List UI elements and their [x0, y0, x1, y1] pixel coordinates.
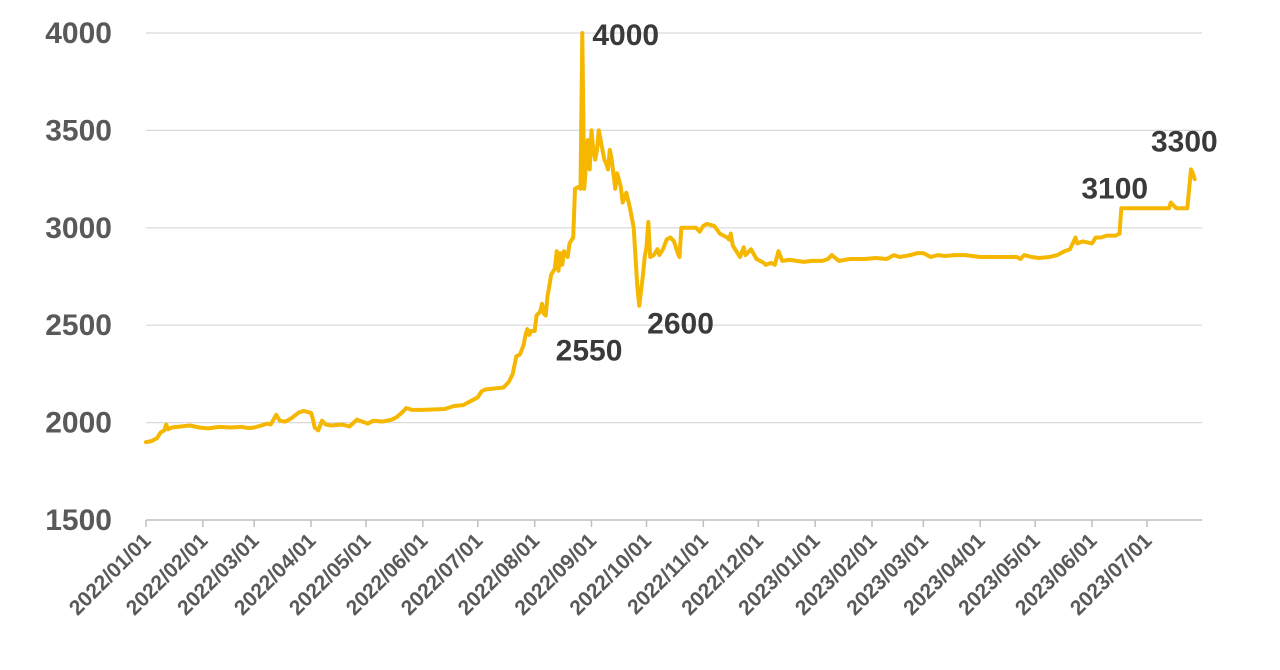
y-axis-ticks: 1500 2000 2500 3000 3500 4000	[45, 17, 112, 537]
y-tick-label: 4000	[45, 17, 112, 50]
data-label: 2550	[556, 334, 623, 367]
x-axis-ticks: 2022/01/012022/02/012022/03/012022/04/01…	[65, 529, 1157, 620]
series-layer	[144, 31, 1197, 445]
series-line	[144, 31, 1197, 445]
x-axis	[145, 519, 1202, 527]
data-label: 4000	[592, 19, 659, 52]
y-tick-label: 3000	[45, 212, 112, 245]
y-tick-label: 3500	[45, 114, 112, 147]
data-label: 3300	[1151, 125, 1218, 158]
y-tick-label: 2000	[45, 407, 112, 440]
data-label: 3100	[1081, 172, 1148, 205]
gridlines	[146, 32, 1202, 424]
data-label: 2600	[647, 308, 714, 341]
y-tick-label: 1500	[45, 504, 112, 537]
y-tick-label: 2500	[45, 309, 112, 342]
